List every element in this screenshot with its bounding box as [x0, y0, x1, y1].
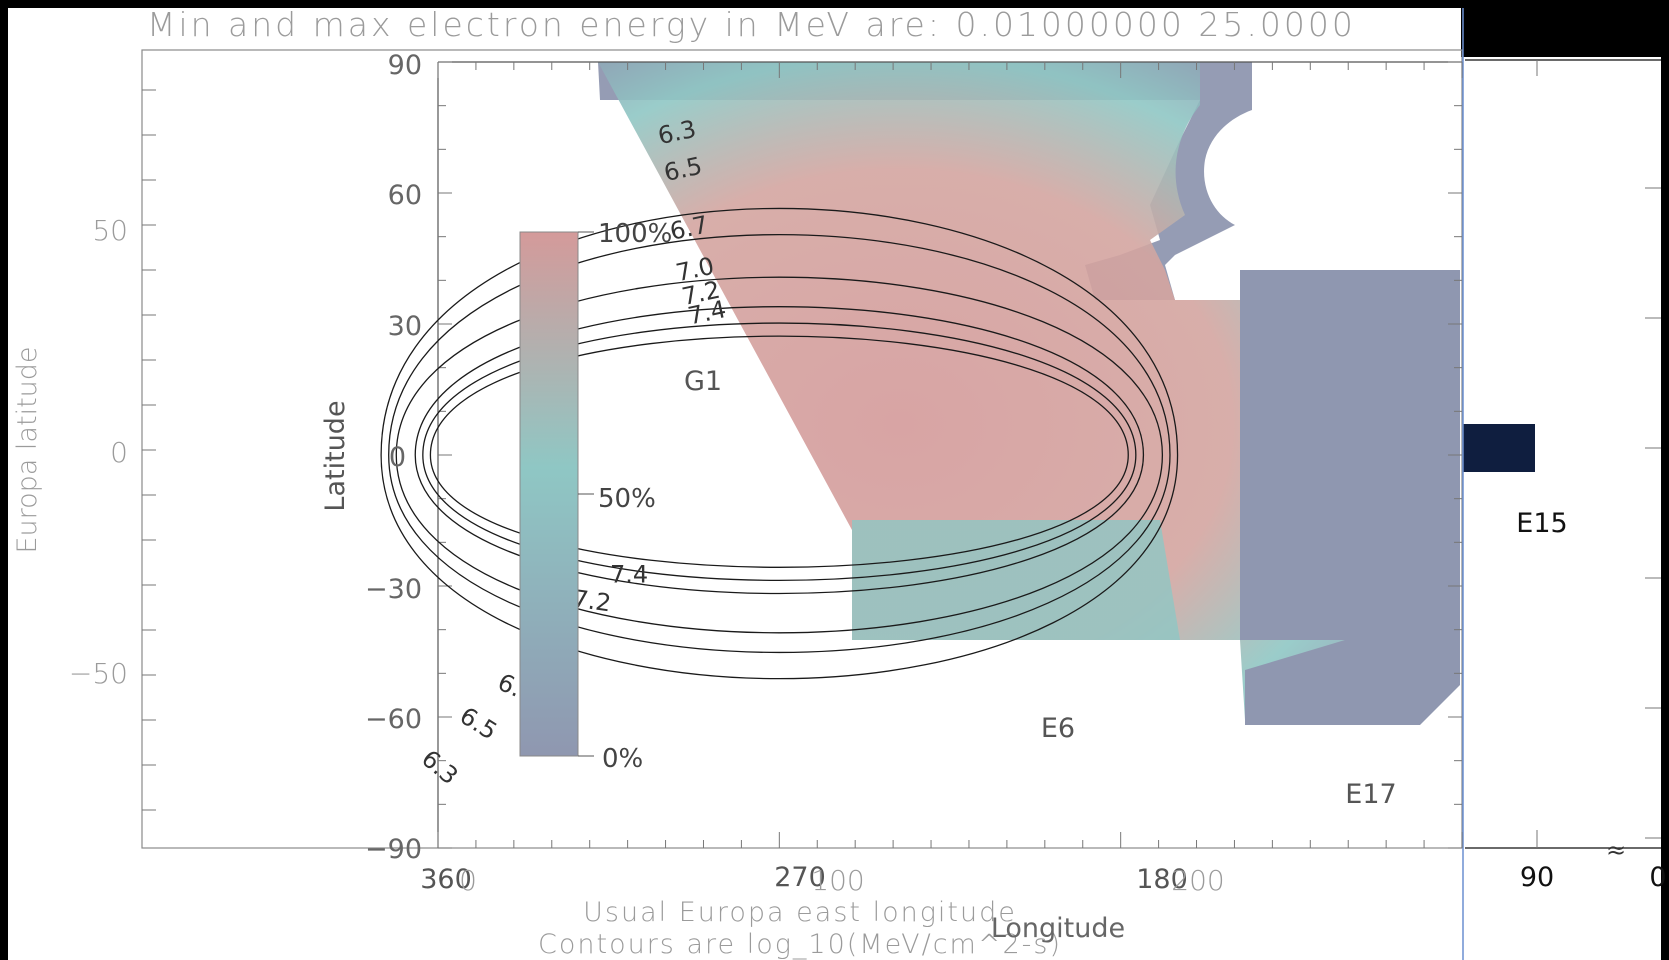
heatmap-layer [598, 62, 1535, 725]
europa-lon-tick-100: 100 [811, 864, 864, 897]
obs-label-e6: E6 [1041, 713, 1075, 744]
contour-line-7-4 [429, 335, 1129, 568]
lon-tick-270: 270 [774, 862, 826, 893]
longitude-tick-labels: 360 270 180 90 0 [420, 862, 1666, 895]
latitude-tick-labels: 90 60 30 0 −30 −60 −90 [365, 50, 422, 865]
lon-tick-180: 180 [1136, 864, 1188, 895]
contour-line-6-7 [395, 276, 1164, 634]
axis-break-icon: ≈ [1606, 836, 1626, 864]
colorbar-label-high: 100% [598, 219, 672, 249]
lat-tick-0: 0 [389, 442, 406, 473]
europa-longitude-tick-labels: 0 100 200 [459, 864, 1225, 897]
obs-label-e17: E17 [1345, 779, 1396, 810]
coverage-region-e6 [852, 520, 1180, 640]
lon-tick-360: 360 [420, 864, 472, 895]
europa-lat-tick-0: 0 [110, 436, 128, 469]
longitude-axis-label: Longitude [991, 913, 1125, 944]
outer-plot-frame [141, 49, 1463, 849]
europa-lat-tick-minus50: −50 [69, 657, 128, 690]
lon-tick-0: 0 [1649, 862, 1666, 893]
lat-tick-minus60: −60 [365, 704, 422, 735]
colorbar-gradient [519, 231, 579, 757]
chart-title: Min and max electron energy in MeV are: … [147, 5, 1356, 44]
lat-tick-30: 30 [388, 311, 422, 342]
colorbar: 100% 50% 0% [519, 219, 672, 774]
colorbar-label-low: 0% [602, 744, 643, 774]
lat-tick-minus30: −30 [365, 574, 422, 605]
right-panel [1461, 57, 1661, 960]
lat-tick-60: 60 [388, 180, 422, 211]
contour-line-7-2 [422, 322, 1137, 581]
coverage-region-e17 [1240, 270, 1460, 725]
obs-label-g1: G1 [684, 366, 722, 397]
lat-tick-90: 90 [388, 50, 422, 81]
axis-ticks [142, 60, 1661, 849]
latitude-axis-label: Latitude [320, 400, 351, 511]
europa-latitude-label: Europa latitude [12, 346, 43, 553]
contours-units-note: Contours are log_10(MeV/cm^2-s) [538, 929, 1062, 960]
obs-label-e15: E15 [1516, 508, 1567, 539]
contour-line-6-5 [388, 234, 1171, 653]
right-plot-frame [1465, 59, 1661, 849]
colorbar-label-mid: 50% [598, 484, 656, 514]
contour-line-7-0 [414, 306, 1145, 595]
contour-label-bottom-7-4: 7.4 [610, 561, 648, 589]
europa-longitude-label: Usual Europa east longitude [583, 897, 1017, 928]
lat-tick-minus90: −90 [365, 834, 422, 865]
lon-tick-90: 90 [1520, 862, 1554, 893]
europa-lat-tick-50: 50 [92, 214, 128, 247]
coverage-region-e15 [1463, 424, 1535, 472]
europa-lon-tick-200: 200 [1171, 864, 1224, 897]
europa-lon-tick-0: 0 [459, 864, 477, 897]
